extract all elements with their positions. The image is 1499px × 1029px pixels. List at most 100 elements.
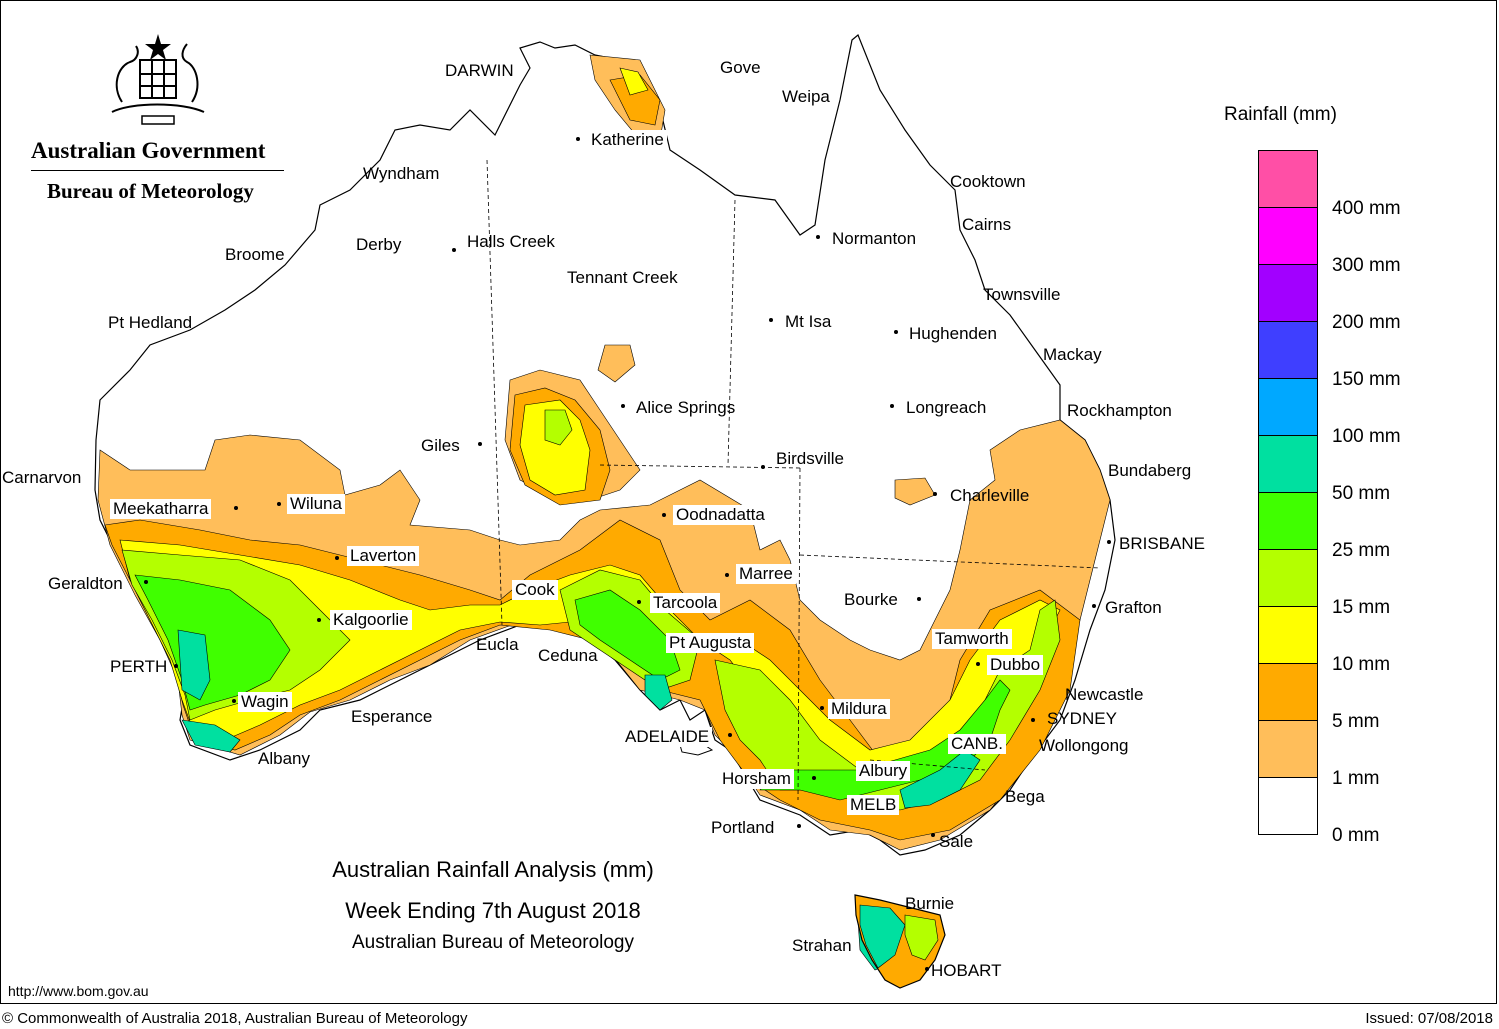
place-dot bbox=[335, 556, 339, 560]
place-dot bbox=[1092, 604, 1096, 608]
place-wyndham: Wyndham bbox=[363, 164, 440, 183]
legend-label: 15 mm bbox=[1332, 597, 1391, 618]
place-broome: Broome bbox=[225, 245, 285, 264]
place-dot bbox=[816, 235, 820, 239]
legend-swatch bbox=[1258, 207, 1318, 264]
state-borders bbox=[486, 159, 1101, 801]
place-dot bbox=[925, 967, 929, 971]
copyright-notice: © Commonwealth of Australia 2018, Austra… bbox=[2, 1010, 468, 1027]
place-kalgoorlie: Kalgoorlie bbox=[330, 610, 412, 630]
place-esperance: Esperance bbox=[351, 707, 433, 726]
place-giles: Giles bbox=[421, 436, 460, 455]
place-dot bbox=[917, 597, 921, 601]
place-bourke: Bourke bbox=[844, 590, 898, 609]
legend-swatch bbox=[1258, 720, 1318, 777]
legend-swatch bbox=[1258, 606, 1318, 663]
place-sale: Sale bbox=[939, 832, 974, 851]
place-dot bbox=[728, 733, 732, 737]
legend-swatch bbox=[1258, 777, 1318, 835]
place-laverton: Laverton bbox=[347, 546, 420, 566]
place-dubbo: Dubbo bbox=[987, 655, 1044, 675]
place-tamworth: Tamworth bbox=[932, 629, 1012, 649]
place-alice-springs: Alice Springs bbox=[636, 398, 736, 417]
place-newcastle: Newcastle bbox=[1065, 685, 1144, 704]
place-grafton: Grafton bbox=[1105, 598, 1162, 617]
place-eucla: Eucla bbox=[476, 635, 519, 654]
legend-label: 400 mm bbox=[1332, 198, 1401, 219]
legend-swatch bbox=[1258, 435, 1318, 492]
place-dot bbox=[234, 506, 238, 510]
place-dot bbox=[761, 465, 765, 469]
issued-date: Issued: 07/08/2018 bbox=[1365, 1010, 1493, 1027]
map-title: Australian Rainfall Analysis (mm) bbox=[332, 857, 654, 882]
place-dot bbox=[277, 502, 281, 506]
place-dot bbox=[232, 699, 236, 703]
legend-label: 25 mm bbox=[1332, 540, 1391, 561]
source-url[interactable]: http://www.bom.gov.au bbox=[8, 983, 149, 999]
place-rockhampton: Rockhampton bbox=[1067, 401, 1172, 420]
rainfall-map bbox=[94, 34, 1116, 989]
place-townsville: Townsville bbox=[983, 285, 1061, 304]
place-marree: Marree bbox=[736, 564, 796, 584]
place-pt-hedland: Pt Hedland bbox=[108, 313, 193, 332]
place-tennant-creek: Tennant Creek bbox=[567, 268, 678, 287]
place-bundaberg: Bundaberg bbox=[1108, 461, 1192, 480]
legend-swatch bbox=[1258, 378, 1318, 435]
place-burnie: Burnie bbox=[905, 894, 955, 913]
place-dot bbox=[890, 404, 894, 408]
branding-divider bbox=[31, 170, 284, 171]
place-pt-augusta: Pt Augusta bbox=[666, 633, 755, 653]
map-period: Week Ending 7th August 2018 bbox=[345, 898, 641, 923]
legend-swatch bbox=[1258, 264, 1318, 321]
place-dot bbox=[976, 662, 980, 666]
place-bega: Bega bbox=[1005, 787, 1045, 806]
place-dot bbox=[931, 833, 935, 837]
place-weipa: Weipa bbox=[782, 87, 830, 106]
place-dot bbox=[769, 318, 773, 322]
place-meekatharra: Meekatharra bbox=[110, 499, 212, 519]
legend-label: 5 mm bbox=[1332, 711, 1380, 732]
place-dot bbox=[576, 137, 580, 141]
place-carnarvon: Carnarvon bbox=[2, 468, 82, 487]
place-albany: Albany bbox=[258, 749, 310, 768]
place-mildura: Mildura bbox=[828, 699, 890, 719]
legend-swatch bbox=[1258, 549, 1318, 606]
place-geraldton: Geraldton bbox=[48, 574, 123, 593]
legend-label: 10 mm bbox=[1332, 654, 1391, 675]
place-mackay: Mackay bbox=[1043, 345, 1102, 364]
place-katherine: Katherine bbox=[588, 130, 667, 150]
legend-label: 300 mm bbox=[1332, 255, 1401, 276]
place-melbourne: MELB bbox=[847, 795, 900, 815]
place-wiluna: Wiluna bbox=[287, 494, 345, 514]
legend-title: Rainfall (mm) bbox=[1224, 104, 1337, 125]
place-gove: Gove bbox=[720, 58, 761, 77]
legend-label: 150 mm bbox=[1332, 369, 1401, 390]
place-dot bbox=[894, 330, 898, 334]
legend-label: 200 mm bbox=[1332, 312, 1401, 333]
place-mt-isa: Mt Isa bbox=[785, 312, 832, 331]
place-wagin: Wagin bbox=[238, 692, 292, 712]
place-dot bbox=[933, 492, 937, 496]
department-name: Bureau of Meteorology bbox=[47, 179, 254, 203]
government-name: Australian Government bbox=[31, 138, 266, 163]
place-longreach: Longreach bbox=[906, 398, 987, 417]
place-portland: Portland bbox=[711, 818, 775, 837]
place-dot bbox=[820, 706, 824, 710]
place-cairns: Cairns bbox=[962, 215, 1012, 234]
legend-label: 100 mm bbox=[1332, 426, 1401, 447]
place-dot bbox=[621, 404, 625, 408]
place-dot bbox=[452, 248, 456, 252]
place-halls-creek: Halls Creek bbox=[467, 232, 555, 251]
legend-label: 50 mm bbox=[1332, 483, 1391, 504]
place-sydney: SYDNEY bbox=[1047, 709, 1117, 728]
legend-swatch bbox=[1258, 150, 1318, 207]
place-perth: PERTH bbox=[110, 657, 168, 676]
place-tarcoola: Tarcoola bbox=[650, 593, 721, 613]
place-strahan: Strahan bbox=[792, 936, 852, 955]
place-dot bbox=[144, 580, 148, 584]
place-oodnadatta: Oodnadatta bbox=[673, 505, 768, 525]
place-dot bbox=[662, 513, 666, 517]
place-dot bbox=[478, 442, 482, 446]
legend-swatch bbox=[1258, 492, 1318, 549]
coat-of-arms-icon bbox=[111, 34, 205, 125]
